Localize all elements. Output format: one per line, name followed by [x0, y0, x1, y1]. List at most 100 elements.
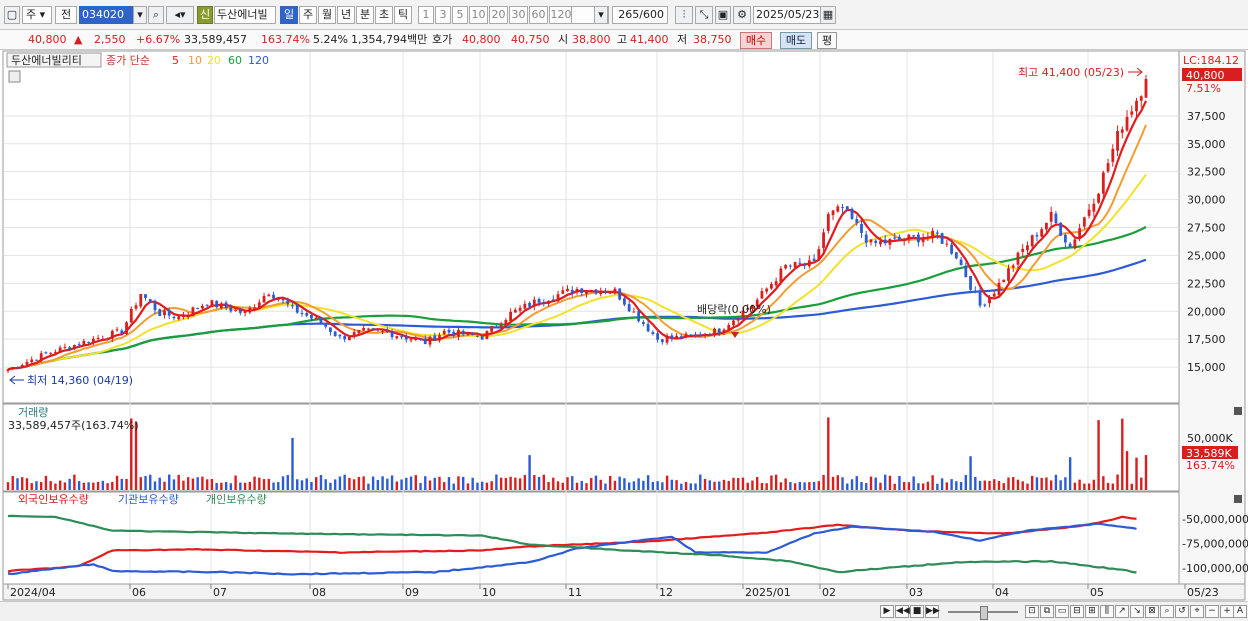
interval-tab-30[interactable]: 30 — [509, 6, 528, 24]
stock-code-input[interactable]: 034020 — [79, 6, 133, 24]
candle-body — [632, 311, 636, 313]
period-tab-4[interactable]: 분 — [356, 6, 374, 24]
period-tab-5[interactable]: 초 — [375, 6, 393, 24]
volume-bar — [670, 479, 674, 490]
volume-bar — [789, 482, 792, 490]
image-icon[interactable]: ⊠ — [1145, 605, 1159, 618]
gear-icon[interactable]: ⚙ — [733, 6, 751, 24]
candle-body — [746, 308, 750, 310]
scroll-end-icon[interactable]: ▶▶ — [925, 605, 940, 618]
interval-tab-3[interactable]: 3 — [435, 6, 451, 24]
grid-icon[interactable]: ⊞ — [1085, 605, 1099, 618]
candle-body — [1049, 211, 1053, 222]
volume-bar — [68, 478, 71, 490]
period-tab-0[interactable]: 일 — [280, 6, 298, 24]
volume-bar — [414, 475, 417, 490]
candle-body — [205, 304, 209, 306]
volume-bar — [305, 478, 308, 490]
period-tab-1[interactable]: 주 — [299, 6, 317, 24]
interval-dropdown-icon[interactable]: ▾ — [594, 6, 608, 24]
window-menu-icon[interactable]: ▢ — [4, 6, 20, 24]
arrow-tool-icon[interactable]: ↘ — [1130, 605, 1144, 618]
interval-tab-1[interactable]: 1 — [418, 6, 434, 24]
code-dropdown-icon[interactable]: ▾ — [133, 6, 147, 24]
trend-icon[interactable]: ↗ — [1115, 605, 1129, 618]
volume-bar — [1026, 483, 1029, 490]
holdings-close-icon[interactable] — [1234, 495, 1242, 503]
interval-tab-20[interactable]: 20 — [489, 6, 508, 24]
copy-icon[interactable]: ⧉ — [1040, 605, 1054, 618]
scroll-right-icon[interactable]: ▶ — [880, 605, 894, 618]
volume-bar — [713, 481, 716, 490]
chart-type-icon[interactable]: ⫼ — [1100, 605, 1114, 618]
candle-body — [732, 320, 735, 326]
market-select[interactable]: 주 ▾ — [22, 6, 52, 24]
volume-bar — [163, 481, 166, 490]
volume-bar — [149, 474, 152, 490]
scroll-start-icon[interactable]: ◀◀ — [895, 605, 910, 618]
interval-tab-120[interactable]: 120 — [549, 6, 573, 24]
layout-icon[interactable]: ⊡ — [1025, 605, 1039, 618]
interval-tab-5[interactable]: 5 — [452, 6, 468, 24]
search-icon[interactable]: ⌕ — [148, 6, 164, 24]
candle-type-icon[interactable]: ⫶ — [675, 6, 693, 24]
candle-body — [106, 338, 109, 340]
candle-body — [651, 332, 655, 335]
stock-name-field[interactable]: 두산에너빌 — [214, 6, 276, 24]
zoom-out-icon[interactable]: − — [1205, 605, 1219, 618]
candle-body — [96, 337, 100, 339]
candle-body — [400, 336, 403, 338]
stock-name-box[interactable] — [6, 52, 102, 68]
bar-count-field[interactable]: 265/600 — [612, 6, 668, 24]
candle-body — [528, 302, 531, 307]
split-icon[interactable]: ⊟ — [1070, 605, 1084, 618]
period-tab-3[interactable]: 년 — [337, 6, 355, 24]
candle-body — [257, 302, 261, 309]
font-size-icon[interactable]: A — [1233, 605, 1247, 618]
data-table-icon[interactable] — [8, 70, 21, 83]
period-tab-2[interactable]: 월 — [318, 6, 336, 24]
window-icon[interactable]: ▭ — [1055, 605, 1069, 618]
reset-icon[interactable]: ↺ — [1175, 605, 1189, 618]
candle-body — [68, 347, 72, 350]
volume-bar — [153, 481, 157, 490]
interval-tab-60[interactable]: 60 — [529, 6, 548, 24]
candle-body — [608, 292, 612, 294]
volume-bar — [893, 483, 896, 490]
candle-body — [665, 336, 669, 343]
bottom-navigation: ▶ ◀◀ ■ ▶▶ ⊡ ⧉ ▭ ⊟ ⊞ ⫼ ↗ ↘ ⊠ ⌕ ↺ ⌖ − + A — [0, 601, 1248, 621]
buy-button[interactable]: 매수 — [740, 32, 772, 49]
date-field[interactable]: 2025/05/23 — [753, 6, 821, 24]
draw-tool-icon[interactable]: ⤡ — [695, 6, 713, 24]
candle-body — [129, 308, 133, 323]
candle-body — [404, 336, 408, 340]
interval-tab-10[interactable]: 10 — [469, 6, 488, 24]
volume-bar — [201, 476, 204, 490]
volume-panel — [2, 403, 1180, 492]
save-icon[interactable]: ▣ — [715, 6, 731, 24]
period-tab-6[interactable]: 틱 — [394, 6, 412, 24]
candle-body — [461, 330, 465, 335]
sell-button[interactable]: 매도 — [780, 32, 812, 49]
eval-button[interactable]: 평 — [817, 32, 837, 49]
volume-pct-label: 163.74% — [1186, 459, 1235, 472]
calendar-icon[interactable]: ▦ — [820, 6, 836, 24]
candle-body — [54, 352, 57, 354]
volume-bar — [898, 475, 901, 490]
volume-bar — [542, 474, 546, 490]
volume-current-text: 33,589K — [1186, 447, 1232, 460]
prev-button[interactable]: 전 — [55, 6, 77, 24]
volume-value: 33,589,457 — [184, 33, 247, 46]
volume-bar — [689, 483, 692, 490]
zoom-slider-handle[interactable] — [980, 606, 988, 620]
chart-canvas[interactable]: 15,000 17,500 20,000 22,500 25,000 27,500 30,0… — [0, 50, 1248, 601]
speaker-icon[interactable]: ◂▾ — [166, 6, 194, 24]
volume-close-icon[interactable] — [1234, 407, 1242, 415]
volume-bar — [130, 418, 133, 490]
search-chart-icon[interactable]: ⌕ — [1160, 605, 1174, 618]
zoom-in-icon[interactable]: + — [1220, 605, 1234, 618]
stop-icon[interactable]: ■ — [910, 605, 924, 618]
pointer-icon[interactable]: ⌖ — [1190, 605, 1204, 618]
candle-body — [703, 334, 707, 336]
candle-body — [177, 316, 181, 320]
